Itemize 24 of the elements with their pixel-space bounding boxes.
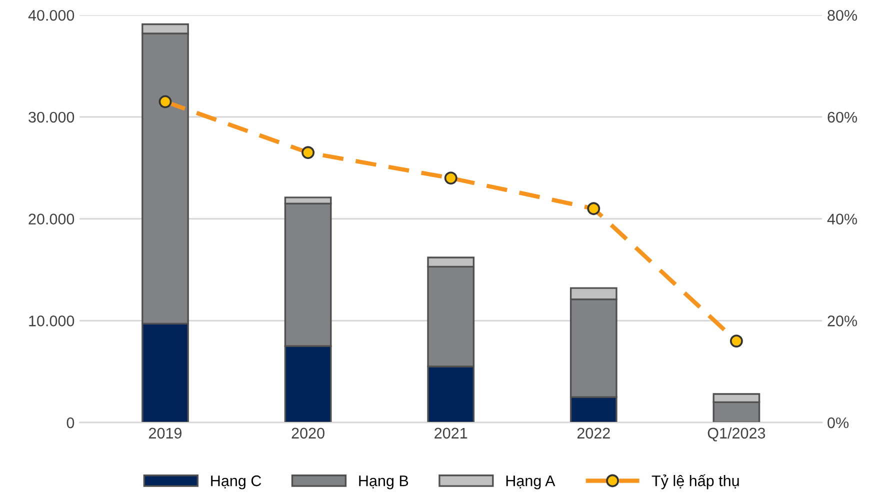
y-tick-label: 40.000 bbox=[28, 10, 74, 21]
x-tick-label: 2021 bbox=[434, 428, 468, 439]
legend-label: Hạng C bbox=[211, 475, 262, 490]
point bbox=[158, 95, 172, 108]
y2-tick-label: 60% bbox=[828, 112, 858, 123]
legend-label: Hạng B bbox=[359, 476, 408, 490]
y2-tick-label: 20% bbox=[828, 316, 858, 326]
legend-label: Tỷ lệ hấp thụ bbox=[652, 474, 739, 490]
y-tick-label: 20.000 bbox=[28, 214, 74, 224]
point bbox=[587, 202, 600, 216]
x-tick-label: 2019 bbox=[149, 428, 182, 439]
legend-label: Hạng A bbox=[506, 476, 556, 490]
x-tick-label: 2020 bbox=[292, 428, 324, 439]
y2-tick-label: 40% bbox=[827, 214, 858, 224]
y2-tick-label: 80% bbox=[828, 10, 858, 21]
y2-tick-label: 0% bbox=[828, 417, 849, 428]
y-tick-label: 0 bbox=[66, 417, 74, 428]
x-tick-label: Q1/2023 bbox=[708, 427, 766, 442]
y-tick-label: 10.000 bbox=[29, 316, 74, 326]
point bbox=[444, 172, 458, 185]
point bbox=[302, 146, 314, 160]
y-tick-label: 30.000 bbox=[28, 112, 74, 123]
point bbox=[730, 334, 743, 348]
x-tick-label: 2022 bbox=[577, 428, 610, 439]
